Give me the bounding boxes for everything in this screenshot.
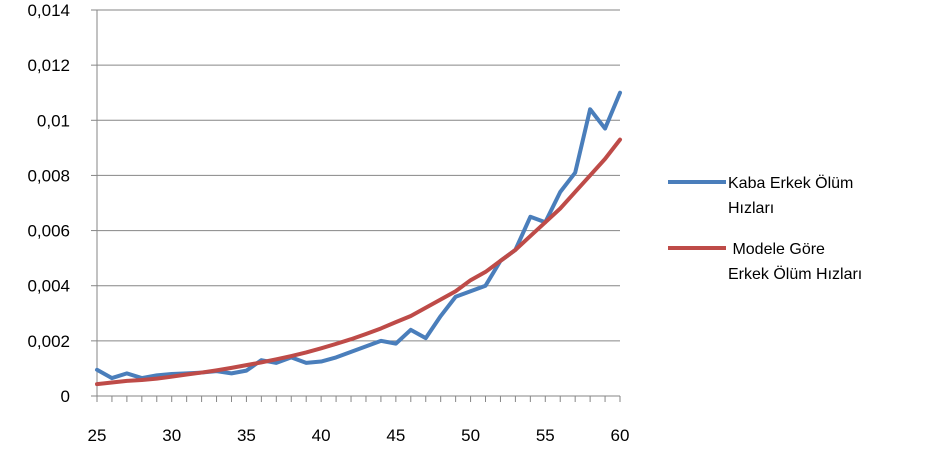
y-tick-label: 0,014	[27, 1, 70, 20]
y-tick-label: 0,004	[27, 277, 70, 296]
gridlines	[97, 9, 620, 342]
y-tick-label: 0,01	[37, 111, 70, 130]
x-tick-label: 30	[162, 426, 181, 445]
y-tick-label: 0	[61, 387, 70, 406]
legend-entry-label: Erkek Ölüm Hızları	[728, 265, 862, 283]
y-tick-label: 0,002	[27, 332, 70, 351]
legend-entry-label: Kaba Erkek Ölüm	[728, 174, 853, 192]
series-lines	[95, 90, 622, 387]
y-tick-label: 0,006	[27, 222, 70, 241]
x-tick-label: 40	[312, 426, 331, 445]
legend-entry-label: Modele Göre	[728, 241, 825, 258]
x-tick-label: 25	[88, 426, 107, 445]
x-tick-label: 55	[536, 426, 555, 445]
tick-labels: 0 0,002 0,004 0,006 0,008 0,01 0,012 0,014 25 30 3…	[27, 1, 629, 445]
x-tick-label: 60	[611, 426, 630, 445]
y-tick-label: 0,008	[27, 166, 70, 185]
y-tick-label: 0,012	[27, 56, 70, 75]
x-tick-label: 50	[461, 426, 480, 445]
axes	[91, 9, 621, 402]
legend-entry-label: Hızları	[728, 200, 774, 217]
legend: Kaba Erkek Ölüm Hızları Modele Göre Erkek …	[668, 174, 862, 283]
x-tick-label: 35	[237, 426, 256, 445]
x-tick-label: 45	[386, 426, 405, 445]
series-line-model	[95, 137, 622, 387]
